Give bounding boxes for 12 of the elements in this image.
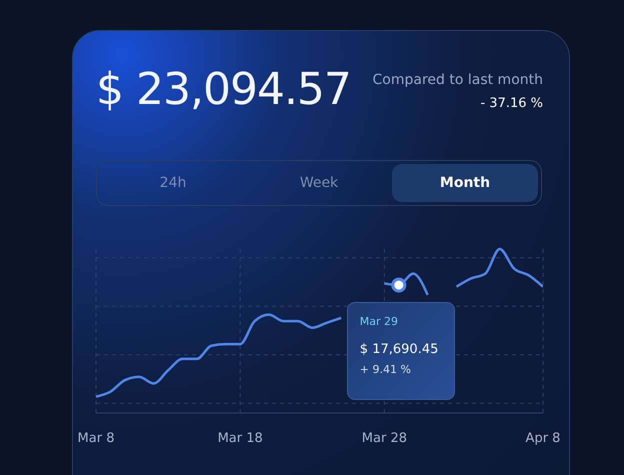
period-toggle: 24h Week Month xyxy=(96,160,542,206)
x-tick-label: Mar 28 xyxy=(362,431,407,446)
annotation: Mar 29 xyxy=(360,315,400,328)
x-tick-label: Mar 8 xyxy=(78,431,114,446)
annotation: + 9.41 % xyxy=(360,363,412,376)
x-tick-label: Apr 8 xyxy=(526,431,560,446)
x-tick-label: Mar 18 xyxy=(218,431,263,446)
text: - 37.16 % xyxy=(480,96,543,111)
tooltip-card: Mar 29 $ 17,690.45 + 9.41 % xyxy=(346,302,455,400)
chart-title: $ 23,094.57 xyxy=(96,64,351,115)
annotation: $ 17,690.45 xyxy=(360,342,440,358)
chart-subtitle: Compared to last month xyxy=(372,72,543,88)
